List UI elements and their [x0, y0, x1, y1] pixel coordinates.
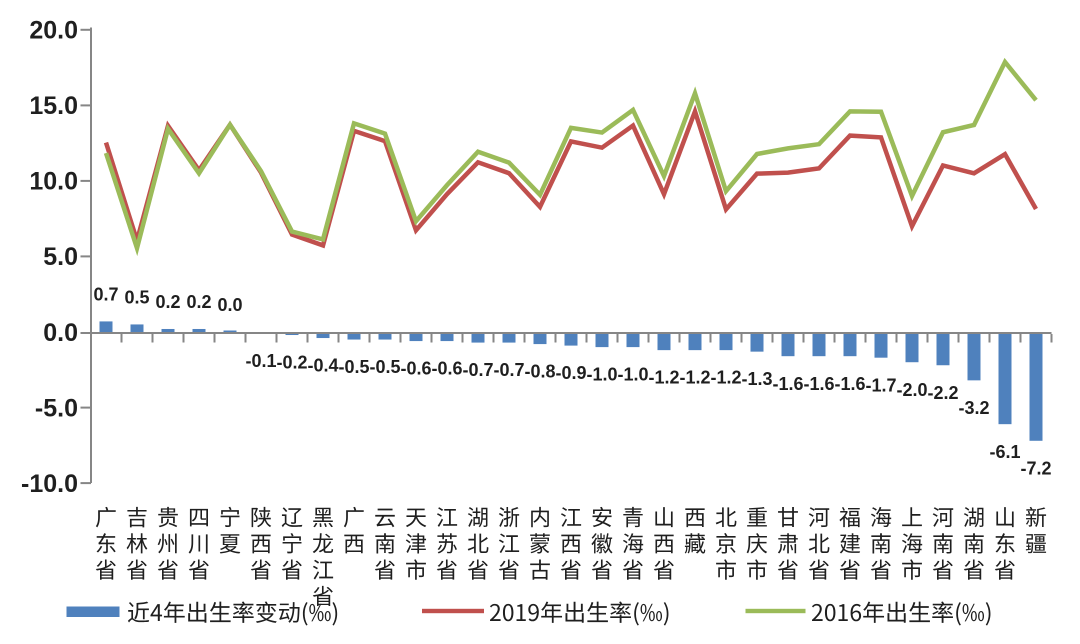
svg-text:-0.6: -0.6 — [431, 359, 462, 379]
svg-text:-1.0: -1.0 — [586, 365, 617, 385]
svg-text:-0.6: -0.6 — [400, 359, 431, 379]
svg-text:-1.2: -1.2 — [710, 368, 741, 388]
svg-text:10.0: 10.0 — [29, 168, 78, 196]
svg-text:0.7: 0.7 — [93, 284, 118, 304]
svg-text:-7.2: -7.2 — [1020, 458, 1051, 478]
svg-text:-0.1: -0.1 — [245, 351, 276, 371]
svg-text:-0.5: -0.5 — [369, 357, 400, 377]
svg-text:0.0: 0.0 — [43, 319, 78, 347]
svg-text:-2.2: -2.2 — [927, 383, 958, 403]
svg-text:-0.4: -0.4 — [307, 356, 338, 376]
svg-text:-0.7: -0.7 — [462, 360, 493, 380]
svg-text:-1.6: -1.6 — [803, 374, 834, 394]
svg-text:-2.0: -2.0 — [896, 380, 927, 400]
svg-text:-1.0: -1.0 — [617, 365, 648, 385]
svg-text:-1.7: -1.7 — [865, 375, 896, 395]
svg-text:-1.2: -1.2 — [679, 368, 710, 388]
svg-text:-0.9: -0.9 — [555, 363, 586, 383]
svg-text:20.0: 20.0 — [29, 17, 78, 45]
svg-text:-1.2: -1.2 — [648, 368, 679, 388]
svg-text:-10.0: -10.0 — [21, 470, 78, 498]
svg-text:15.0: 15.0 — [29, 92, 78, 120]
svg-text:-0.7: -0.7 — [493, 360, 524, 380]
svg-text:0.2: 0.2 — [186, 292, 211, 312]
svg-text:-5.0: -5.0 — [35, 394, 78, 422]
svg-text:-1.6: -1.6 — [772, 374, 803, 394]
svg-text:5.0: 5.0 — [43, 243, 78, 271]
svg-text:-0.2: -0.2 — [276, 353, 307, 373]
svg-text:-0.8: -0.8 — [524, 362, 555, 382]
svg-text:0.2: 0.2 — [155, 292, 180, 312]
svg-text:-1.6: -1.6 — [834, 374, 865, 394]
svg-text:-3.2: -3.2 — [958, 398, 989, 418]
svg-text:0.5: 0.5 — [124, 287, 149, 307]
svg-text:-6.1: -6.1 — [989, 442, 1020, 462]
svg-text:-0.5: -0.5 — [338, 357, 369, 377]
svg-text:0.0: 0.0 — [217, 295, 242, 315]
svg-text:-1.3: -1.3 — [741, 369, 772, 389]
